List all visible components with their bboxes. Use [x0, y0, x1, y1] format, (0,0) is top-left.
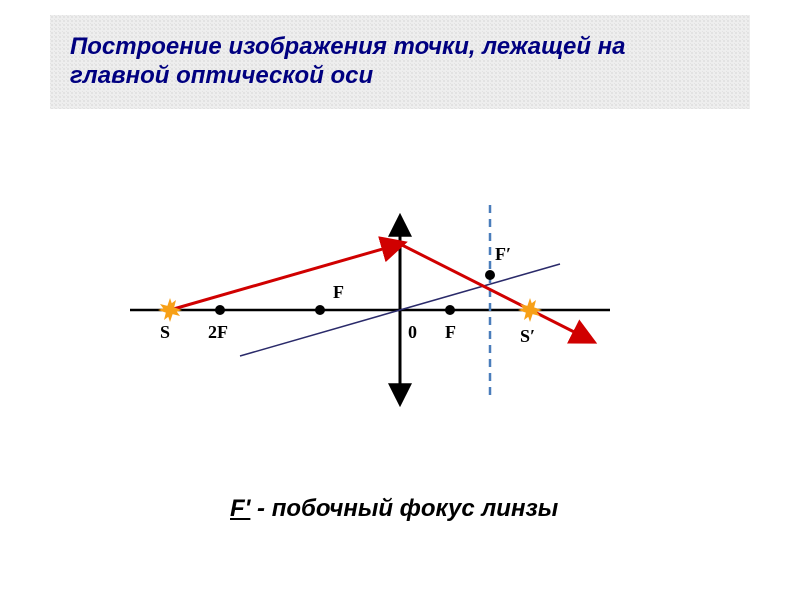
label-O: 0: [408, 322, 417, 342]
point-F-prime: [485, 270, 495, 280]
label-2F: 2F: [208, 322, 228, 342]
label-F-right: F: [445, 322, 456, 342]
caption-prefix: F': [230, 495, 250, 522]
caption: F' - побочный фокус линзы: [230, 495, 558, 523]
source-star: [158, 298, 182, 322]
optics-diagram: S 2F F 0 F F′ S′: [90, 160, 650, 420]
point-F-right: [445, 305, 455, 315]
label-S-prime: S′: [520, 326, 535, 346]
label-S: S: [160, 322, 170, 342]
page-title: Построение изображения точки, лежащей на…: [50, 15, 750, 109]
point-F-left: [315, 305, 325, 315]
point-2F: [215, 305, 225, 315]
ray-incident: [170, 244, 400, 310]
page: Построение изображения точки, лежащей на…: [0, 0, 800, 600]
label-F-left: F: [333, 282, 344, 302]
label-F-prime: F′: [495, 244, 511, 264]
caption-rest: - побочный фокус линзы: [250, 495, 558, 522]
image-star: [518, 298, 542, 322]
page-title-text: Построение изображения точки, лежащей на…: [70, 33, 626, 89]
